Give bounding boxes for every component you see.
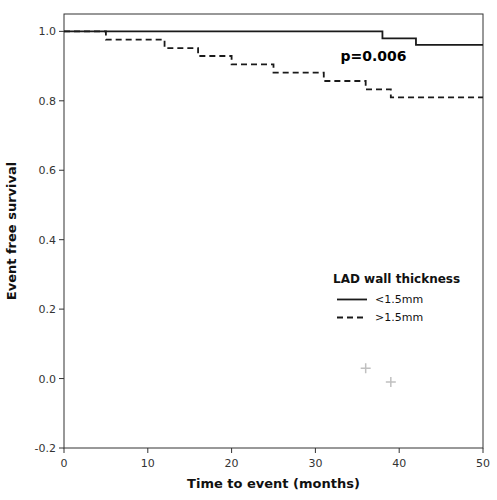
censor-mark	[361, 363, 371, 373]
y-tick-label: 0.8	[39, 95, 57, 108]
x-tick	[147, 448, 148, 453]
y-tick-label: 0.4	[39, 234, 57, 247]
x-tick-label: 0	[61, 457, 68, 470]
x-tick	[483, 448, 484, 453]
y-tick	[59, 100, 64, 101]
legend: LAD wall thickness <1.5mm >1.5mm	[333, 272, 460, 324]
axes: 0 10 20 30 40 50 -0.2 0.0 0.2 0.4 0.6 0.8 1.0	[35, 14, 490, 470]
y-tick	[59, 378, 64, 379]
x-tick-label: 20	[225, 457, 239, 470]
y-axis-label: Event free survival	[4, 162, 19, 300]
y-tick	[59, 31, 64, 32]
y-tick-label: -0.2	[35, 442, 56, 455]
x-tick	[315, 448, 316, 453]
x-tick-label: 40	[392, 457, 406, 470]
legend-label: <1.5mm	[375, 293, 423, 306]
x-tick	[399, 448, 400, 453]
x-tick-label: 10	[141, 457, 155, 470]
y-tick-label: 0.2	[39, 303, 57, 316]
chart: 0 10 20 30 40 50 -0.2 0.0 0.2 0.4 0.6 0.8 1.0 Time to…	[0, 0, 497, 500]
legend-swatch	[337, 299, 367, 301]
y-tick-label: 0.6	[39, 164, 57, 177]
legend-label: >1.5mm	[375, 311, 423, 324]
y-tick	[59, 170, 64, 171]
legend-title: LAD wall thickness	[333, 272, 460, 286]
annotation: p=0.006	[341, 48, 407, 64]
y-tick	[59, 239, 64, 240]
x-tick-label: 30	[308, 457, 322, 470]
survival-line	[64, 31, 483, 45]
y-tick	[59, 448, 64, 449]
x-tick-label: 50	[476, 457, 490, 470]
x-tick	[231, 448, 232, 453]
x-tick	[64, 448, 65, 453]
y-tick-label: 0.0	[39, 373, 57, 386]
censor-mark	[386, 377, 396, 387]
marks	[64, 31, 483, 387]
x-axis-label: Time to event (months)	[187, 476, 360, 491]
survival-line	[64, 31, 483, 97]
y-tick	[59, 309, 64, 310]
y-tick-label: 1.0	[39, 25, 57, 38]
plot-frame	[64, 14, 483, 448]
legend-swatch	[337, 317, 367, 319]
